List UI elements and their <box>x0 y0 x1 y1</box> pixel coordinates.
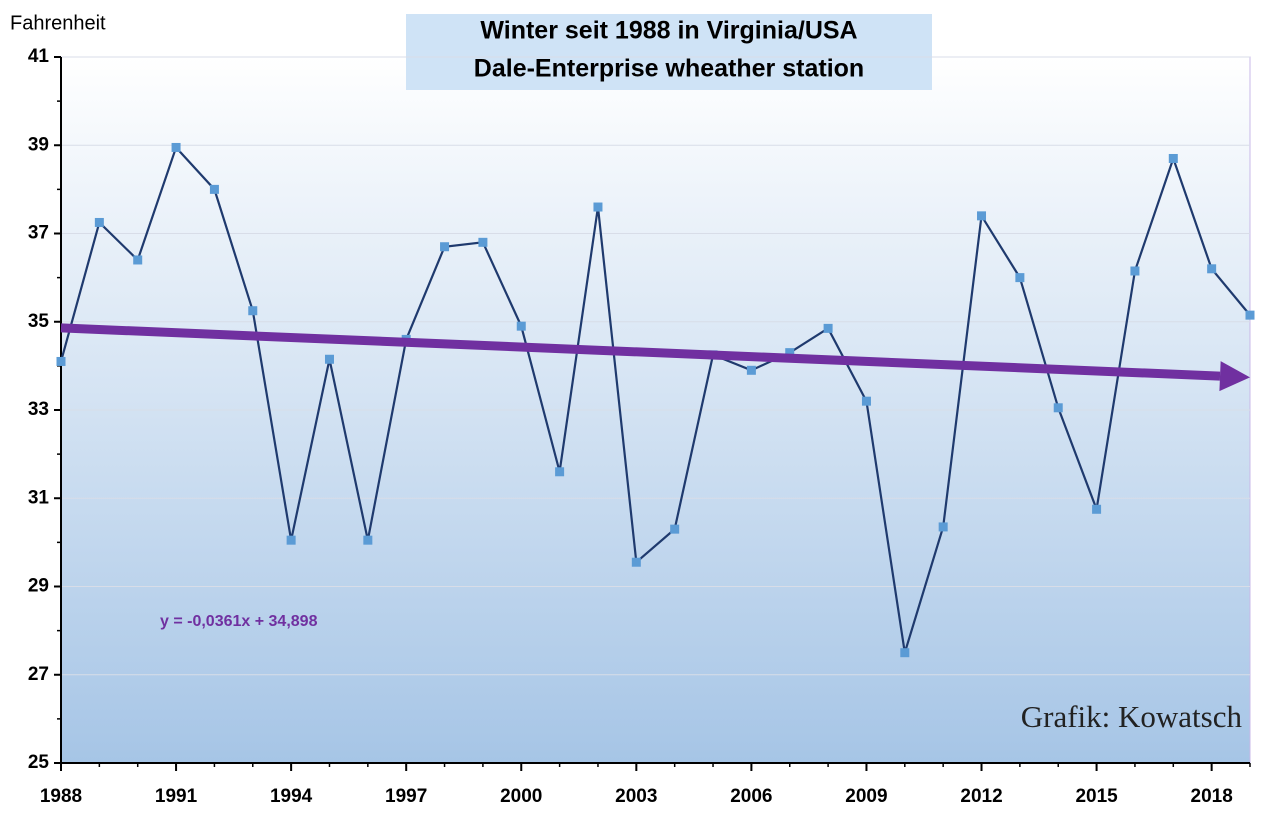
data-point <box>1207 264 1217 274</box>
x-tick-label: 2006 <box>730 786 772 807</box>
x-tick-label: 2003 <box>615 786 657 807</box>
data-point <box>516 321 526 331</box>
y-tick-label: 41 <box>28 46 50 67</box>
data-point <box>746 365 756 375</box>
y-axis-label: Fahrenheit <box>10 12 106 34</box>
y-tick-label: 25 <box>28 752 50 773</box>
y-tick-label: 27 <box>28 664 49 685</box>
data-point <box>938 522 948 532</box>
data-point <box>171 142 181 152</box>
data-point <box>286 535 296 545</box>
data-point <box>363 535 373 545</box>
data-point <box>861 396 871 406</box>
x-tick-label: 2009 <box>845 786 887 807</box>
data-point <box>1053 403 1063 413</box>
y-tick-label: 35 <box>28 311 50 332</box>
data-point <box>94 217 104 227</box>
y-tick-label: 31 <box>28 487 50 508</box>
data-point <box>209 184 219 194</box>
x-tick-label: 2015 <box>1075 786 1118 807</box>
data-point <box>248 306 258 316</box>
data-point <box>478 237 488 247</box>
data-point <box>631 557 641 567</box>
data-point <box>1245 310 1255 320</box>
x-tick-label: 1994 <box>270 786 313 807</box>
data-point <box>1168 153 1178 163</box>
chart-subtitle: Dale-Enterprise wheather station <box>474 55 864 83</box>
watermark: Grafik: Kowatsch <box>1021 699 1243 734</box>
y-tick-label: 33 <box>28 399 49 420</box>
data-point <box>133 255 143 265</box>
chart-title: Winter seit 1988 in Virginia/USA <box>480 17 857 45</box>
x-tick-label: 1988 <box>40 786 82 807</box>
data-point <box>555 467 565 477</box>
data-point <box>823 323 833 333</box>
y-tick-label: 29 <box>28 576 49 597</box>
x-tick-label: 1997 <box>385 786 427 807</box>
data-point <box>900 648 910 658</box>
data-line <box>59 145 1251 654</box>
data-point <box>440 242 450 252</box>
trend-line <box>60 323 1221 381</box>
data-point <box>785 348 795 358</box>
data-point <box>324 354 334 364</box>
data-point <box>1015 273 1025 283</box>
title-box <box>406 14 932 90</box>
trend-arrowhead <box>1219 361 1250 392</box>
data-point <box>593 202 603 212</box>
y-tick-label: 39 <box>28 134 49 155</box>
data-point <box>670 524 680 534</box>
x-tick-label: 2000 <box>500 786 542 807</box>
x-tick-label: 1991 <box>155 786 198 807</box>
trend-equation: y = -0,0361x + 34,898 <box>160 613 318 630</box>
y-tick-label: 37 <box>28 223 49 244</box>
data-point <box>977 211 987 221</box>
data-point <box>1130 266 1140 276</box>
data-point <box>1092 504 1102 514</box>
x-tick-label: 2018 <box>1191 786 1233 807</box>
x-tick-label: 2012 <box>960 786 1002 807</box>
data-point <box>56 356 66 366</box>
